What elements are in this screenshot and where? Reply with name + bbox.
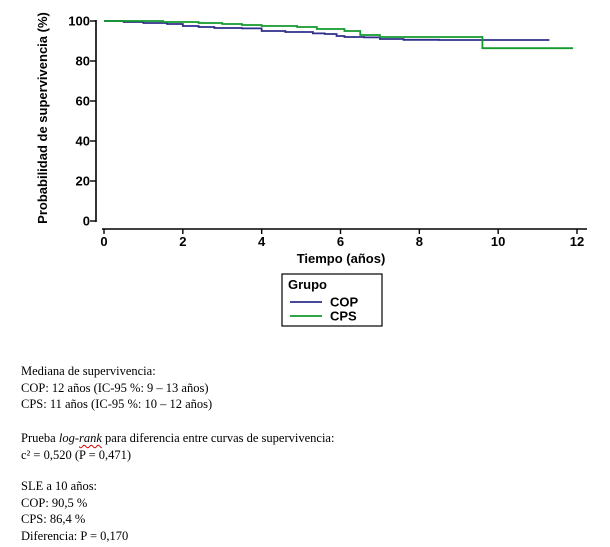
chart-legend: Grupo COP CPS [281, 273, 383, 327]
logrank-suffix: para diferencia entre curvas de superviv… [101, 431, 335, 445]
sle-block: SLE a 10 años: COP: 90,5 % CPS: 86,4 % D… [21, 478, 128, 544]
sle-title: SLE a 10 años: [21, 479, 98, 493]
x-tick-label: 2 [179, 234, 186, 249]
statistics-block: Mediana de supervivencia: COP: 12 años (… [21, 363, 212, 413]
logrank-italic-log: log [58, 431, 75, 445]
x-tick-label: 8 [416, 234, 423, 249]
x-tick-label: 4 [258, 234, 266, 249]
x-axis-label: Tiempo (años) [297, 251, 386, 266]
x-tick-label: 0 [100, 234, 107, 249]
sle-cop: COP: 90,5 % [21, 495, 88, 510]
y-tick-label: 60 [76, 94, 90, 109]
mediana-cps: CPS: 11 años (IC-95 %: 10 – 12 años) [21, 397, 213, 411]
legend-title: Grupo [288, 277, 327, 292]
y-axis-label: Probabilidad de supervivencia (%) [35, 12, 50, 224]
chart-axes: 0 20 40 60 80 100 0 2 4 6 8 10 12 [68, 14, 587, 249]
y-tick-label: 0 [83, 214, 90, 229]
series-line-cps [104, 20, 574, 50]
legend-label-cps: CPS [330, 309, 357, 324]
x-tick-label: 12 [570, 234, 584, 249]
y-tick-label: 80 [76, 54, 90, 69]
survival-chart: 0 20 40 60 80 100 0 2 4 6 8 10 12 Tiempo (años) Prob… [35, 12, 587, 327]
y-tick-label: 100 [68, 14, 90, 29]
legend-label-cop: COP [330, 295, 359, 310]
legend-box [281, 273, 383, 327]
logrank-block: Prueba log-rank para diferencia entre cu… [21, 430, 334, 463]
sle-diff: Diferencia: P = 0,170 [21, 528, 129, 543]
logrank-prefix: Prueba [21, 431, 59, 445]
x-tick-label: 6 [337, 234, 344, 249]
logrank-value: c² = 0,520 (P = 0,471) [21, 447, 132, 462]
series-line-cop [104, 20, 550, 41]
mediana-cop: COP: 12 años (IC-95 %: 9 – 13 años) [21, 380, 209, 395]
chart-series-layer [104, 20, 574, 50]
y-tick-label: 40 [76, 134, 90, 149]
sle-cps: CPS: 86,4 % [21, 512, 86, 526]
logrank-italic-rank: rank [79, 431, 102, 445]
logrank-dash: - [74, 431, 79, 445]
logrank-title: Prueba log-rank para diferencia entre cu… [21, 430, 334, 447]
mediana-title: Mediana de supervivencia: [21, 364, 156, 378]
y-tick-label: 20 [76, 174, 90, 189]
x-tick-label: 10 [491, 234, 505, 249]
